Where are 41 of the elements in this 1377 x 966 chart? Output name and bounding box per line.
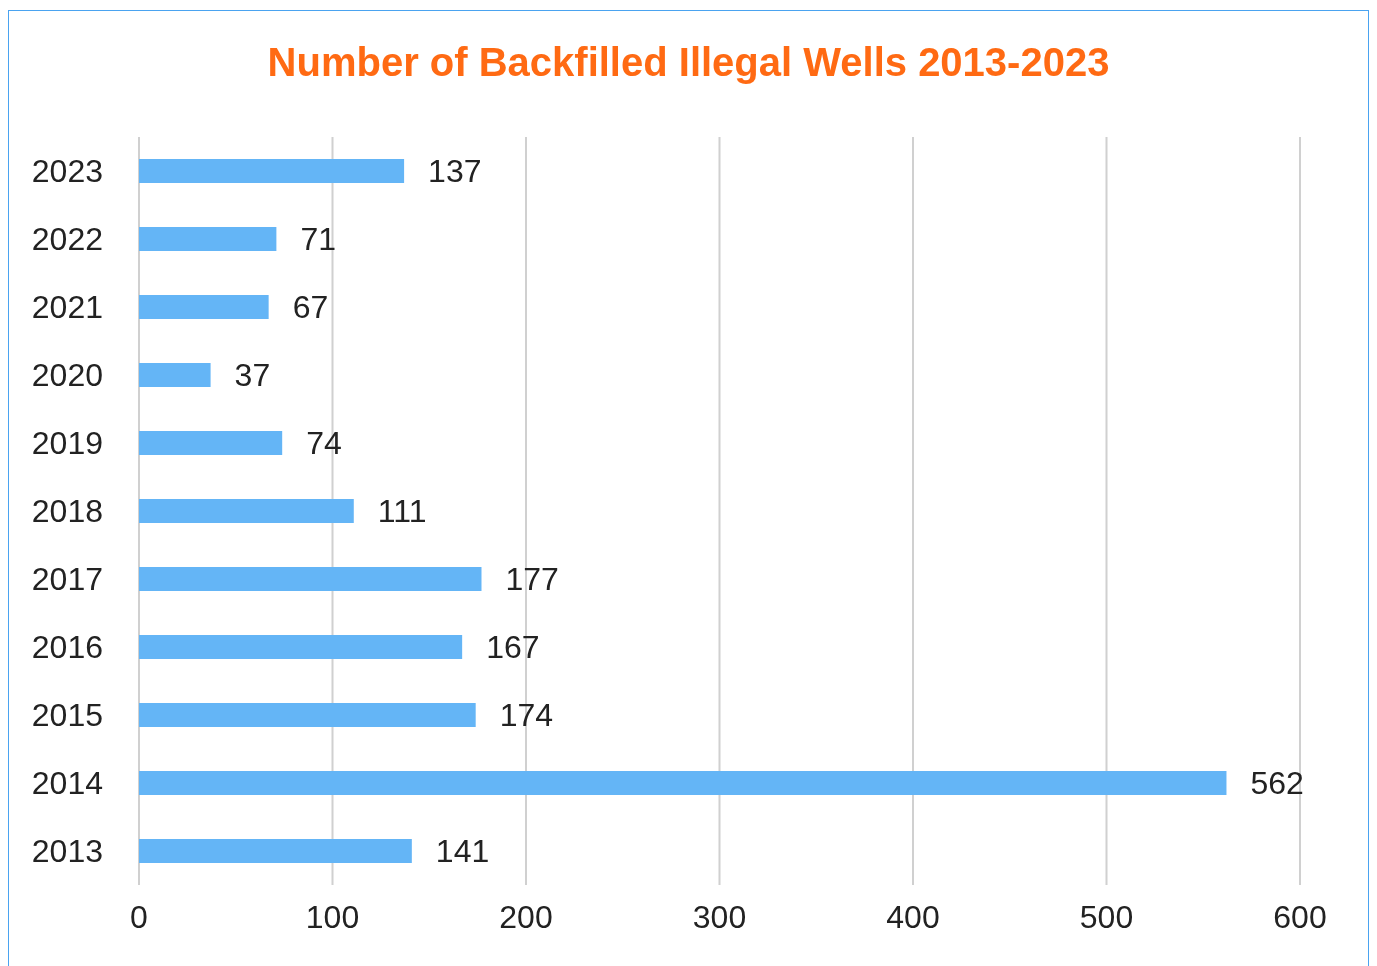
data-label: 111	[377, 493, 427, 530]
data-label: 137	[428, 153, 482, 190]
bar	[139, 363, 211, 387]
y-tick-label: 2015	[31, 697, 103, 734]
data-label: 74	[306, 425, 342, 462]
data-label: 37	[234, 357, 271, 394]
data-label: 141	[435, 833, 490, 870]
x-tick-label: 200	[499, 898, 553, 935]
bar	[139, 295, 269, 319]
data-label: 174	[499, 697, 554, 734]
y-tick-label: 2019	[31, 425, 103, 462]
bar	[139, 635, 463, 659]
y-tick-label: 2013	[31, 833, 103, 870]
y-tick-label: 2018	[31, 493, 103, 530]
data-label: 177	[505, 561, 559, 598]
bar	[139, 499, 354, 523]
x-tick-label: 600	[1273, 898, 1327, 935]
y-tick-label: 2021	[31, 289, 103, 326]
y-tick-label: 2022	[31, 221, 103, 258]
x-tick-label: 500	[1079, 898, 1134, 935]
bar	[139, 839, 412, 863]
y-tick-label: 2014	[31, 765, 103, 802]
data-label: 167	[486, 629, 540, 666]
bar	[139, 771, 1227, 795]
x-tick-label: 300	[692, 898, 747, 935]
data-label: 562	[1250, 765, 1304, 802]
chart-title: Number of Backfilled Illegal Wells 2013-2023	[266, 40, 1111, 85]
x-tick-label: 0	[130, 898, 148, 935]
x-tick-label: 400	[886, 898, 940, 935]
bar	[139, 431, 283, 455]
bar	[139, 567, 482, 591]
bar	[139, 159, 405, 183]
bar	[139, 227, 277, 251]
data-label: 71	[300, 221, 336, 258]
x-tick-label: 100	[305, 898, 360, 935]
y-tick-label: 2020	[31, 357, 103, 394]
y-tick-label: 2017	[31, 561, 103, 598]
y-tick-label: 2016	[31, 629, 103, 666]
y-tick-label: 2023	[31, 153, 103, 190]
data-label: 67	[292, 289, 329, 326]
bar	[139, 703, 476, 727]
